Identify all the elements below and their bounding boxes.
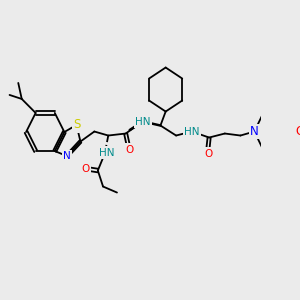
Text: O: O	[204, 148, 212, 158]
Text: N: N	[63, 151, 71, 161]
Text: N: N	[63, 151, 71, 161]
Text: O: O	[125, 145, 133, 154]
Text: N: N	[250, 125, 259, 138]
Text: O: O	[295, 125, 300, 138]
Text: HN: HN	[184, 127, 200, 136]
Text: N: N	[250, 125, 259, 138]
Text: HN: HN	[135, 116, 151, 127]
Text: HN: HN	[99, 148, 114, 158]
Text: HN: HN	[184, 127, 200, 136]
Text: O: O	[125, 145, 133, 154]
Text: HN: HN	[135, 116, 151, 127]
Text: O: O	[204, 148, 212, 158]
Text: S: S	[73, 118, 80, 131]
Text: S: S	[73, 118, 80, 131]
Text: O: O	[295, 125, 300, 138]
Text: O: O	[82, 164, 90, 173]
Text: HN: HN	[99, 148, 114, 158]
Text: O: O	[82, 164, 90, 173]
